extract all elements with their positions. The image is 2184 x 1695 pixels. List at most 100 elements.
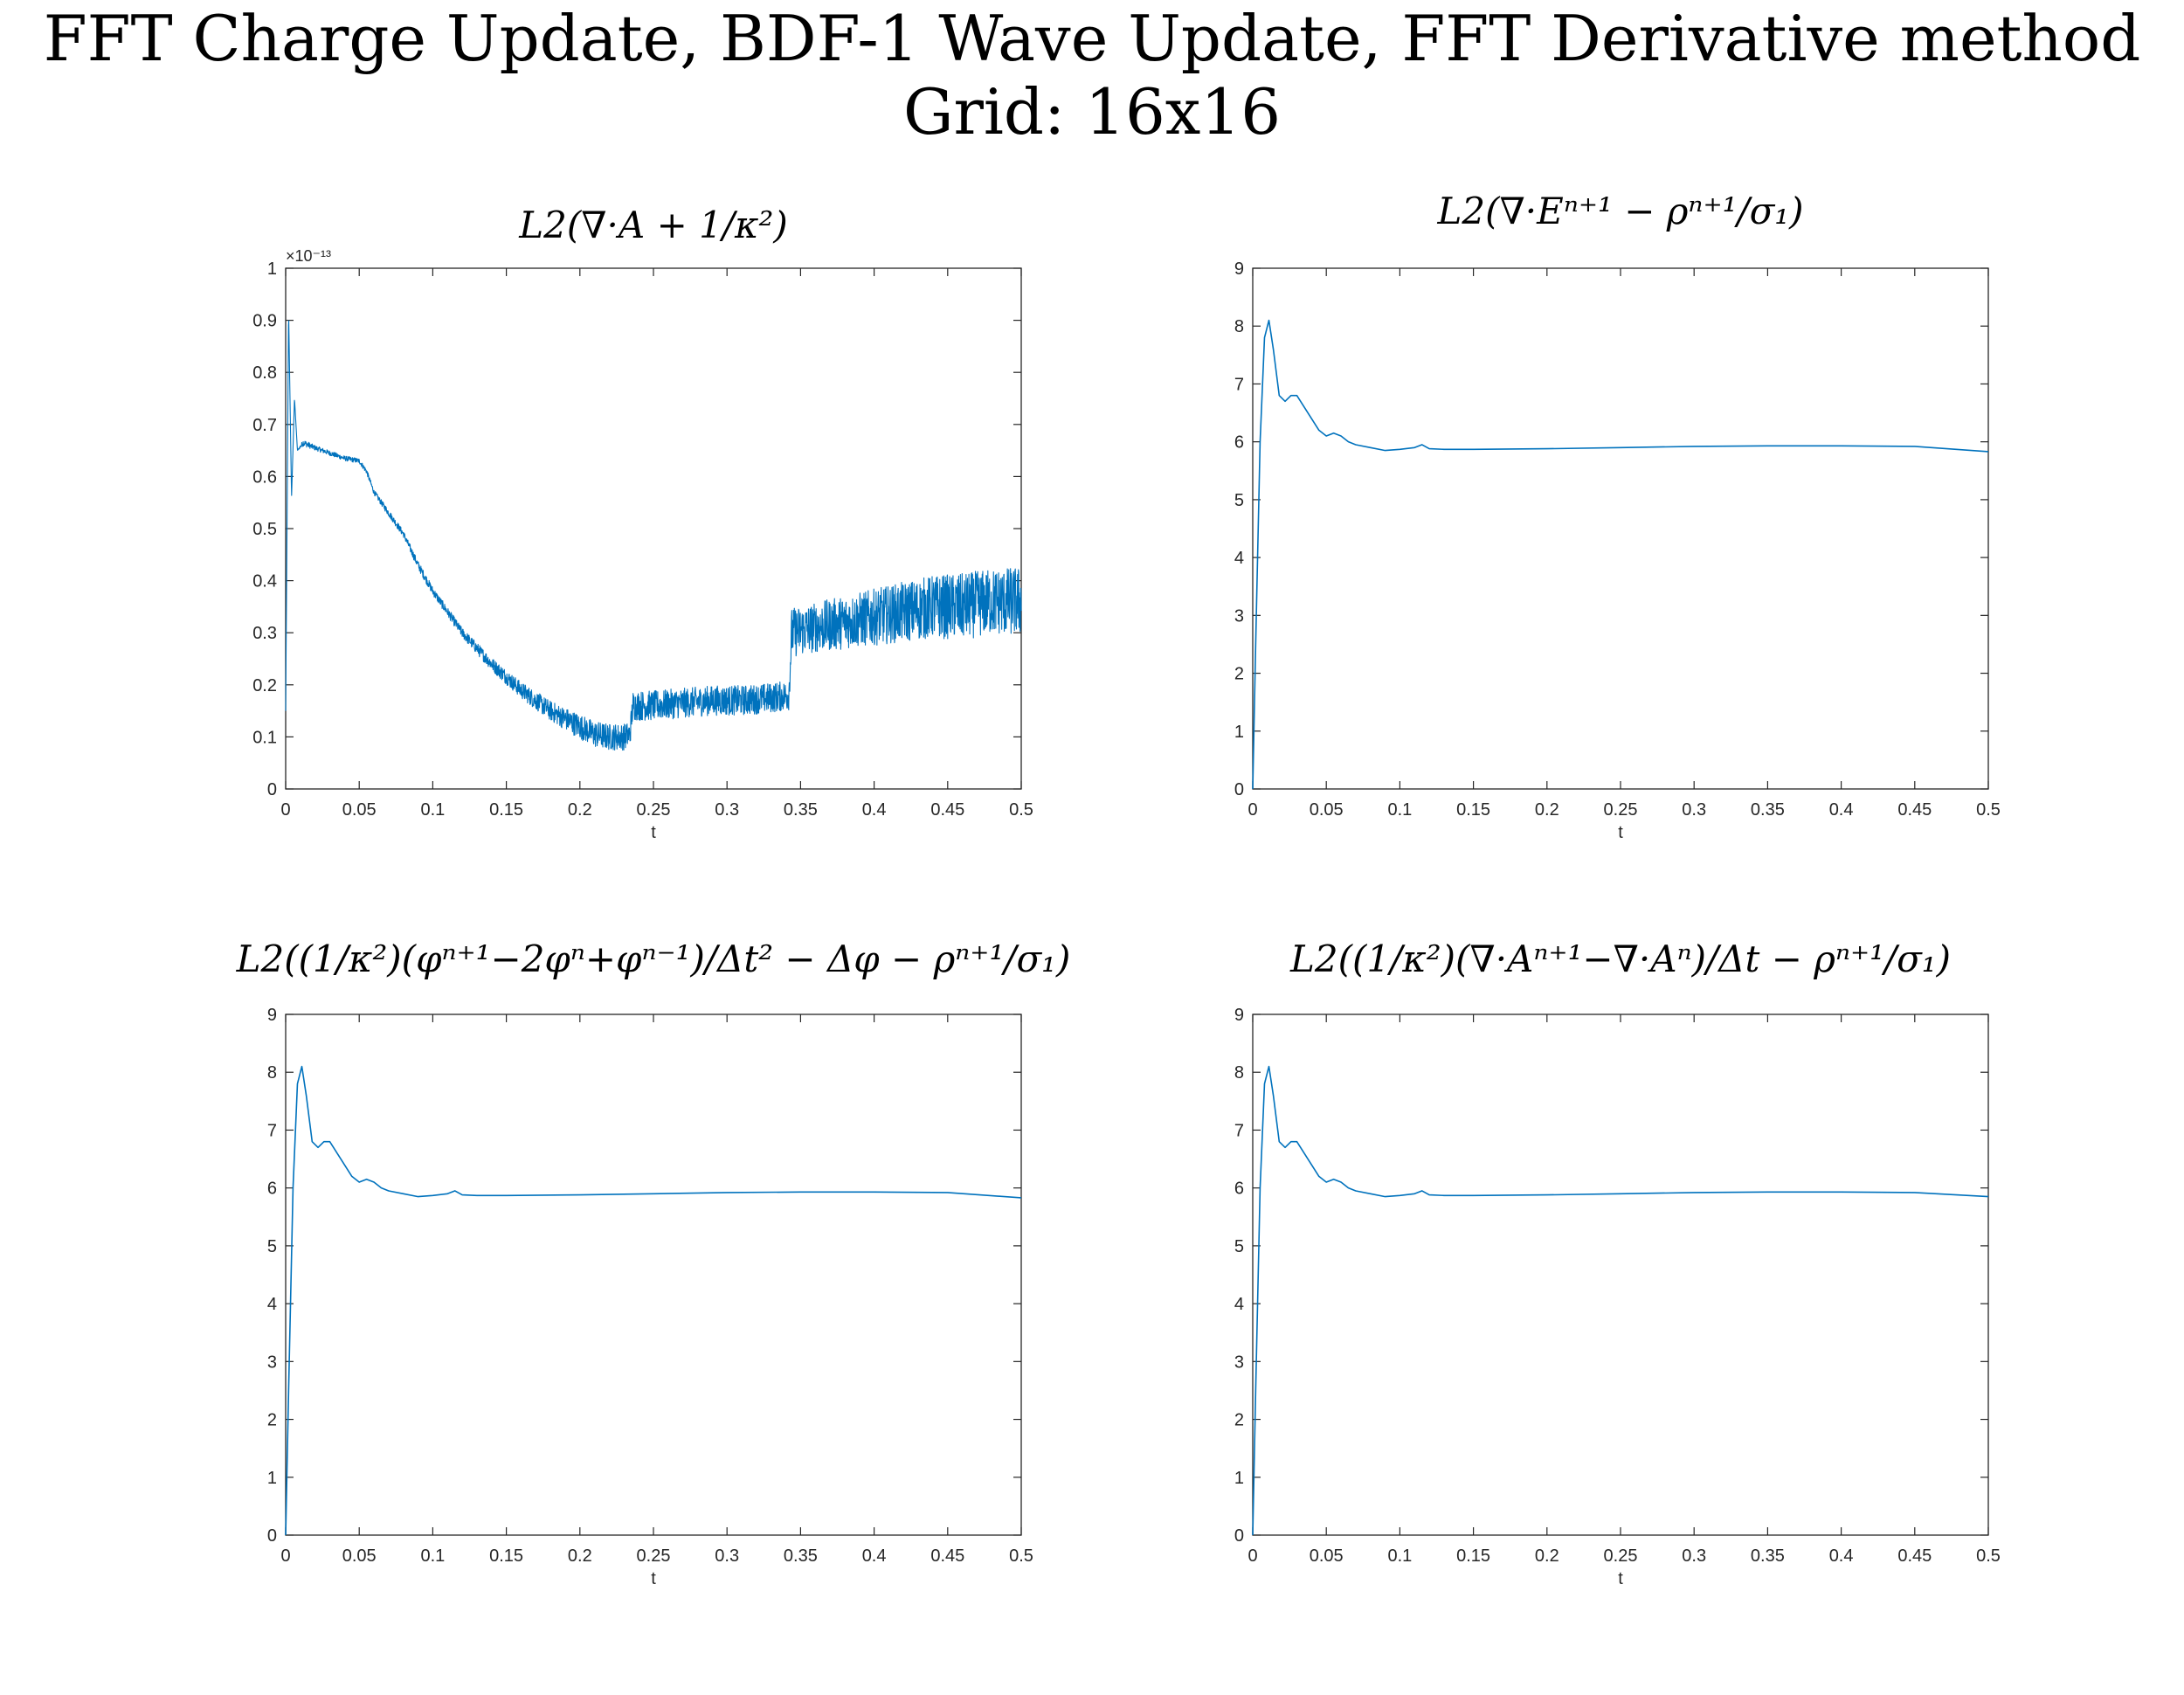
chart-title: L2(∇·Eⁿ⁺¹ − ρⁿ⁺¹/σ₁) xyxy=(1436,190,1803,232)
x-axis-label: t xyxy=(651,823,656,842)
y-tick-label: 7 xyxy=(1234,1121,1244,1140)
y-tick-label: 7 xyxy=(267,1121,277,1140)
y-tick-label: 2 xyxy=(1234,1411,1244,1430)
chart-title: L2((1/κ²)(∇·Aⁿ⁺¹−∇·Aⁿ)/Δt − ρⁿ⁺¹/σ₁) xyxy=(1289,937,1951,980)
y-tick-label: 8 xyxy=(1234,1063,1244,1083)
y-tick-label: 1 xyxy=(267,1469,277,1488)
x-axis-label: t xyxy=(1618,823,1623,842)
x-tick-label: 0.25 xyxy=(1604,1546,1638,1566)
y-tick-label: 0 xyxy=(1234,1526,1244,1546)
axes-box xyxy=(1252,1014,1989,1536)
x-tick-label: 0.5 xyxy=(1976,1546,2001,1566)
x-tick-label: 0.25 xyxy=(637,800,671,820)
y-tick-label: 0 xyxy=(267,1526,277,1546)
x-tick-label: 0.35 xyxy=(784,800,818,820)
x-tick-label: 0 xyxy=(280,1546,290,1566)
x-tick-label: 0.4 xyxy=(862,800,887,820)
series-line xyxy=(285,1065,1022,1536)
x-tick-label: 0.25 xyxy=(1604,800,1638,820)
y-tick-label: 7 xyxy=(1234,375,1244,394)
x-tick-label: 0 xyxy=(280,800,290,820)
x-tick-label: 0.35 xyxy=(1751,1546,1785,1566)
y-tick-label: 3 xyxy=(267,1353,277,1372)
x-tick-label: 0.05 xyxy=(1310,1546,1344,1566)
x-tick-label: 0.2 xyxy=(1535,1546,1559,1566)
x-tick-label: 0.45 xyxy=(1897,800,1932,820)
y-tick-label: 0 xyxy=(267,780,277,799)
x-tick-label: 0.45 xyxy=(930,1546,964,1566)
x-tick-label: 0.4 xyxy=(1829,800,1854,820)
x-tick-label: 0.1 xyxy=(420,800,445,820)
x-tick-label: 0.05 xyxy=(342,1546,377,1566)
y-tick-label: 1 xyxy=(1234,1469,1244,1488)
series-line xyxy=(1252,1065,1989,1536)
y-tick-label: 1 xyxy=(267,259,277,279)
x-tick-label: 0 xyxy=(1248,1546,1257,1566)
x-tick-label: 0.15 xyxy=(1456,1546,1490,1566)
x-axis-label: t xyxy=(651,1569,656,1588)
y-tick-label: 0.3 xyxy=(252,624,277,643)
y-tick-label: 0.9 xyxy=(252,312,277,331)
x-tick-label: 0.4 xyxy=(1829,1546,1854,1566)
axes-box xyxy=(285,1014,1022,1536)
y-tick-label: 0.5 xyxy=(252,520,277,539)
figure-title-line1: FFT Charge Update, BDF-1 Wave Update, FF… xyxy=(43,2,2141,75)
y-tick-label: 0.7 xyxy=(252,416,277,435)
x-tick-label: 0.1 xyxy=(420,1546,445,1566)
series-line xyxy=(285,320,1022,751)
x-tick-label: 0.5 xyxy=(1976,800,2001,820)
chart-title: L2(∇·A + 1/κ²) xyxy=(518,204,788,246)
x-tick-label: 0.3 xyxy=(1682,1546,1706,1566)
y-tick-label: 4 xyxy=(1234,549,1244,568)
y-tick-label: 2 xyxy=(1234,665,1244,684)
y-tick-label: 6 xyxy=(1234,1180,1244,1199)
y-tick-label: 8 xyxy=(1234,317,1244,336)
x-tick-label: 0.2 xyxy=(568,800,592,820)
x-tick-label: 0.2 xyxy=(568,1546,592,1566)
series-line xyxy=(1252,319,1989,790)
y-tick-label: 2 xyxy=(267,1411,277,1430)
x-tick-label: 0.15 xyxy=(489,800,523,820)
y-tick-label: 9 xyxy=(267,1006,277,1025)
x-tick-label: 0.25 xyxy=(637,1546,671,1566)
x-tick-label: 0.3 xyxy=(715,1546,739,1566)
axes-box xyxy=(1252,267,1989,790)
y-tick-label: 6 xyxy=(267,1180,277,1199)
y-tick-label: 0 xyxy=(1234,780,1244,799)
y-tick-label: 0.6 xyxy=(252,467,277,487)
y-tick-label: 3 xyxy=(1234,606,1244,626)
x-tick-label: 0.35 xyxy=(784,1546,818,1566)
y-tick-label: 9 xyxy=(1234,259,1244,279)
x-tick-label: 0.15 xyxy=(489,1546,523,1566)
x-tick-label: 0.3 xyxy=(715,800,739,820)
x-axis-label: t xyxy=(1618,1569,1623,1588)
y-tick-label: 0.2 xyxy=(252,676,277,695)
x-tick-label: 0.1 xyxy=(1387,1546,1412,1566)
y-tick-label: 5 xyxy=(1234,1237,1244,1256)
y-tick-label: 0.8 xyxy=(252,363,277,383)
x-tick-label: 0.05 xyxy=(1310,800,1344,820)
y-tick-label: 9 xyxy=(1234,1006,1244,1025)
x-tick-label: 0 xyxy=(1248,800,1257,820)
y-tick-label: 4 xyxy=(267,1295,277,1314)
y-tick-label: 0.4 xyxy=(252,572,277,592)
x-tick-label: 0.45 xyxy=(930,800,964,820)
y-tick-label: 6 xyxy=(1234,433,1244,453)
x-tick-label: 0.5 xyxy=(1009,800,1033,820)
y-exponent-label: ×10⁻¹³ xyxy=(286,247,331,265)
y-tick-label: 4 xyxy=(1234,1295,1244,1314)
x-tick-label: 0.45 xyxy=(1897,1546,1932,1566)
y-tick-label: 5 xyxy=(1234,491,1244,510)
y-tick-label: 5 xyxy=(267,1237,277,1256)
y-tick-label: 8 xyxy=(267,1063,277,1083)
x-tick-label: 0.1 xyxy=(1387,800,1412,820)
figure-title-line2: Grid: 16x16 xyxy=(902,75,1282,149)
x-tick-label: 0.3 xyxy=(1682,800,1706,820)
x-tick-label: 0.35 xyxy=(1751,800,1785,820)
x-tick-label: 0.2 xyxy=(1535,800,1559,820)
